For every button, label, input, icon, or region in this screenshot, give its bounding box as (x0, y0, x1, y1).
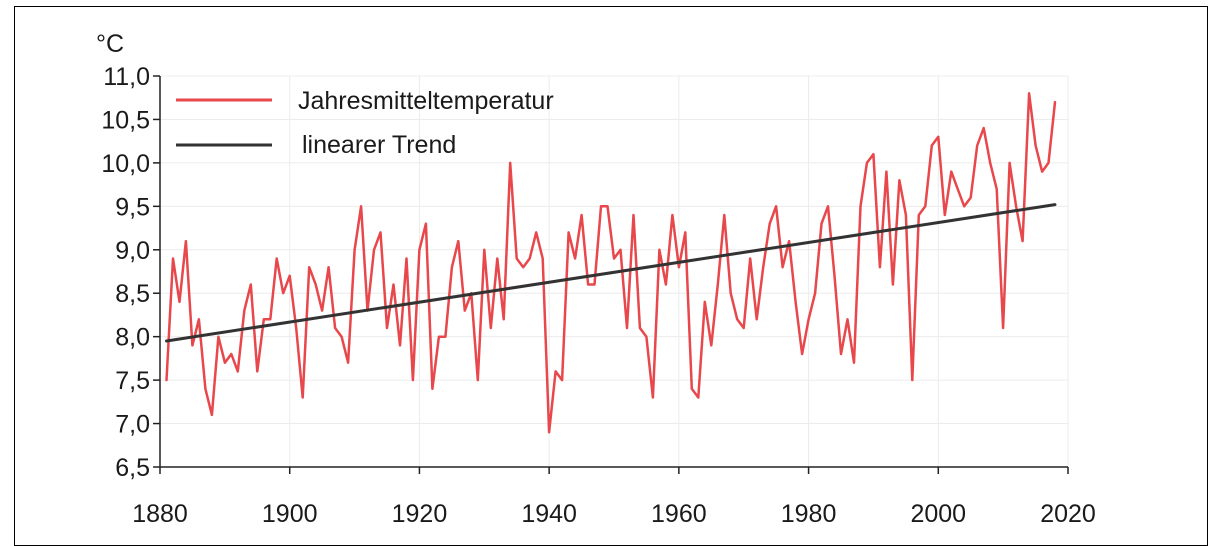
x-tick-label: 1920 (392, 500, 448, 528)
y-tick-label: 8,0 (115, 324, 150, 352)
legend-label-linearer-trend: linearer Trend (302, 131, 456, 159)
chart-frame (14, 6, 1208, 546)
y-tick-label: 6,5 (115, 454, 150, 482)
x-tick-label: 1900 (262, 500, 318, 528)
series-line-linearer-trend (165, 203, 1057, 343)
y-tick-label: 10,0 (101, 150, 150, 178)
axes (159, 76, 1068, 468)
y-tick-label: 9,0 (115, 237, 150, 265)
x-tick-label: 1880 (132, 500, 188, 528)
y-tick-label: 7,0 (115, 411, 150, 439)
x-tick-label: 2020 (1040, 500, 1096, 528)
y-tick-label: 11,0 (103, 63, 150, 91)
y-tick-label: 7,5 (115, 367, 150, 395)
y-axis-unit: °C (96, 30, 124, 58)
legend-label-jahresmitteltemperatur: Jahresmitteltemperatur (298, 87, 554, 115)
x-axis-ticks: 1880 1900 1920 1940 1960 1980 2000 2020 (132, 467, 1096, 528)
y-tick-label: 10,5 (101, 106, 150, 134)
x-tick-label: 1980 (781, 500, 837, 528)
y-tick-label: 9,5 (115, 193, 150, 221)
legend: Jahresmitteltemperatur linearer Trend (176, 87, 554, 159)
x-tick-label: 1960 (651, 500, 707, 528)
y-axis-ticks: 6,5 7,0 7,5 8,0 8,5 9,0 9,5 10,0 10,5 11,0 (101, 63, 160, 482)
x-tick-label: 1940 (521, 500, 577, 528)
y-tick-label: 8,5 (115, 280, 150, 308)
x-tick-label: 2000 (910, 500, 966, 528)
series-line-jahresmitteltemperatur (165, 92, 1057, 434)
series-layer (165, 92, 1057, 434)
